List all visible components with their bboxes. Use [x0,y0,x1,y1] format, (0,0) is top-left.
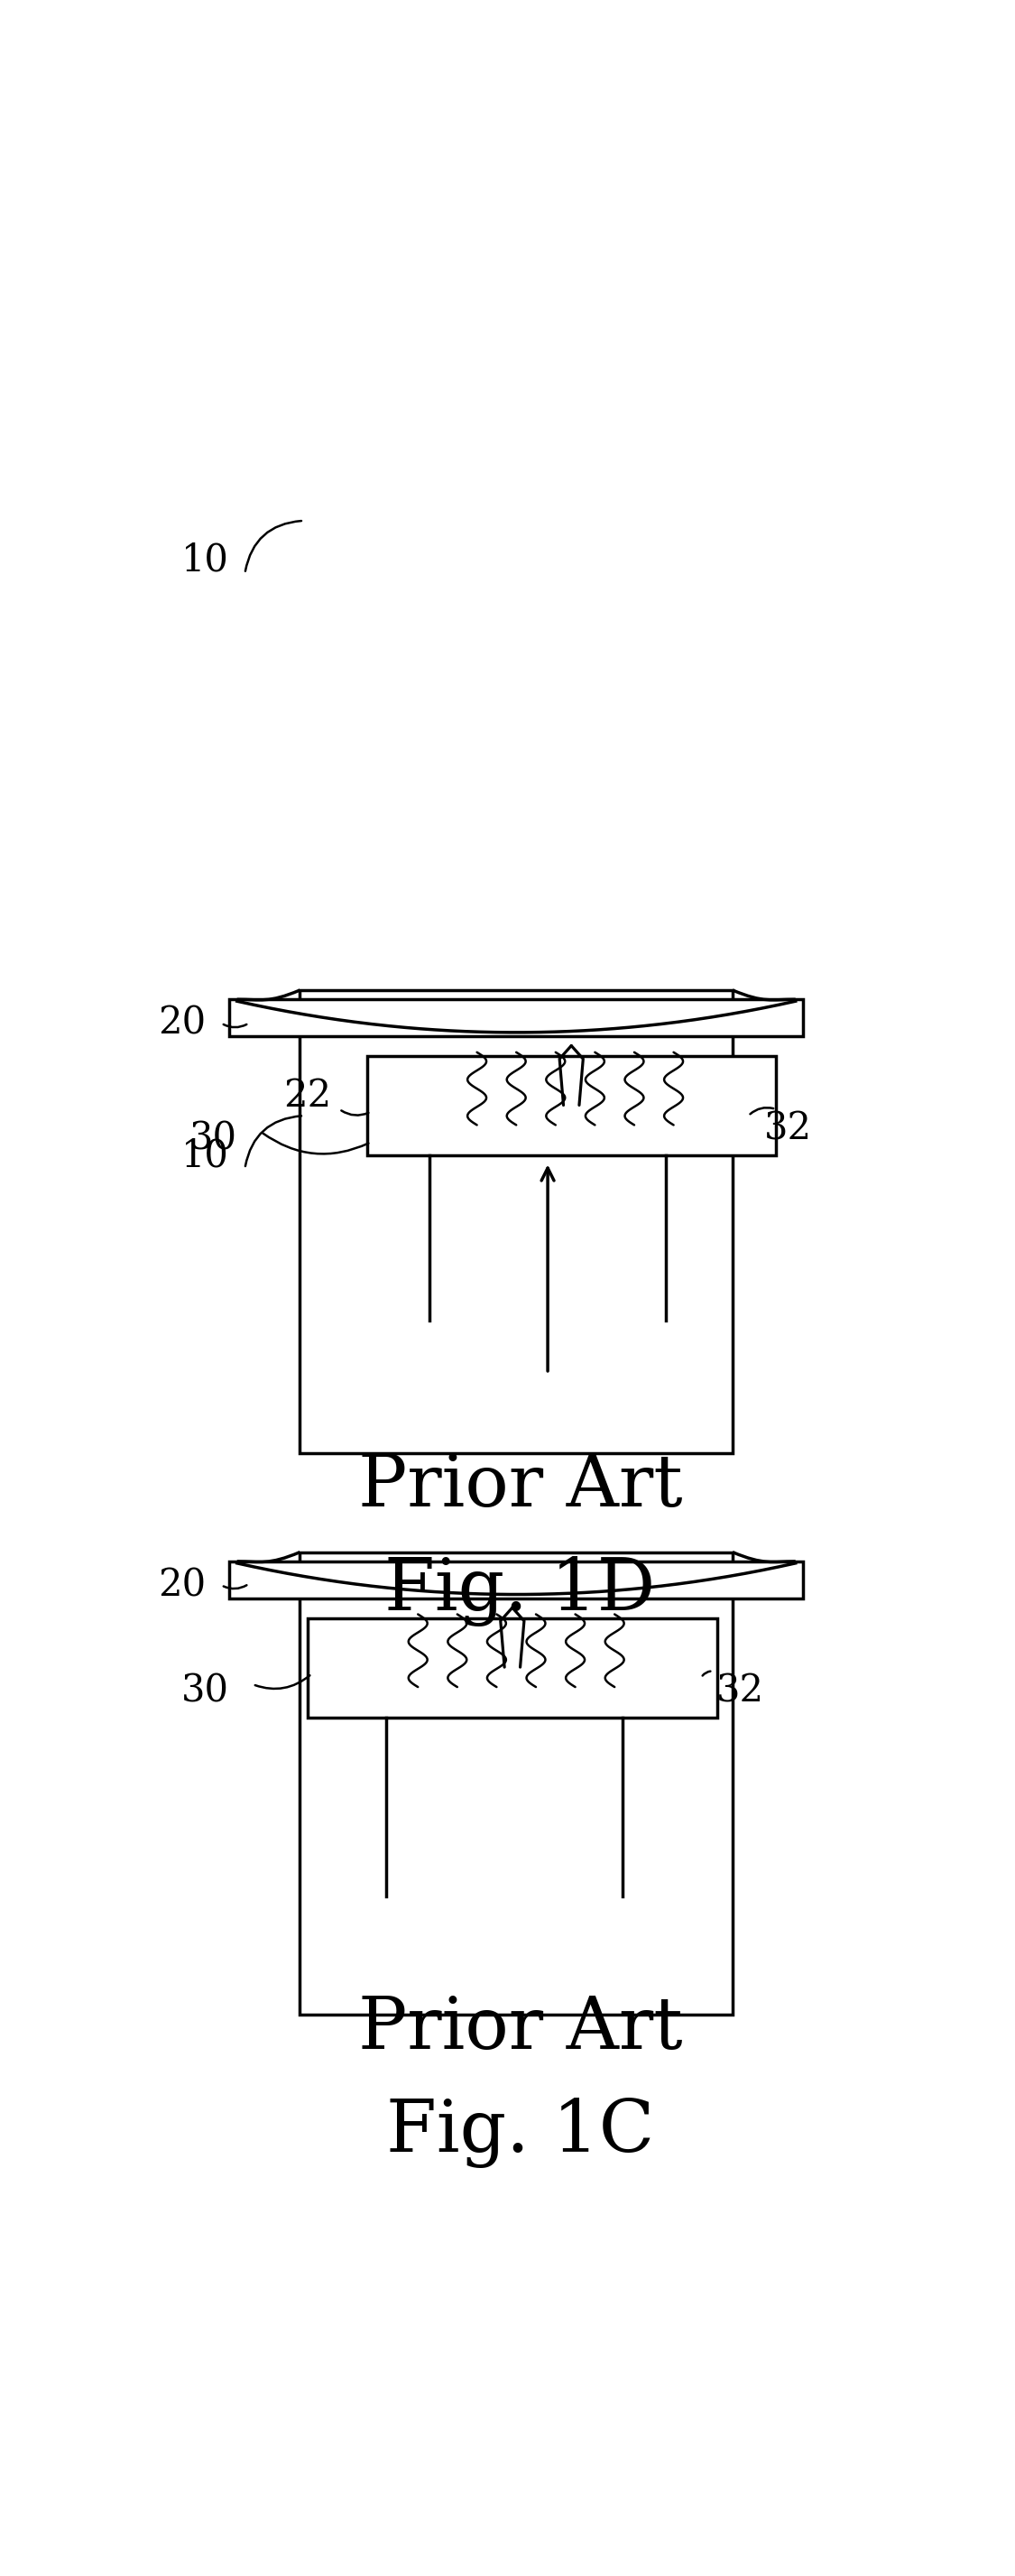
Text: 20: 20 [158,1566,206,1605]
Text: 10: 10 [182,541,229,580]
Text: 30: 30 [190,1121,238,1157]
Text: 32: 32 [763,1110,812,1149]
Text: 32: 32 [717,1672,764,1710]
Text: 30: 30 [182,1672,229,1710]
Bar [366,1056,775,1157]
Bar [300,1553,733,2014]
Bar [300,989,733,1453]
Text: 22: 22 [284,1077,332,1115]
Text: 20: 20 [158,1005,206,1043]
Bar [229,1561,804,1597]
Bar [308,1618,717,1718]
Text: Prior Art
Fig. 1D: Prior Art Fig. 1D [358,1450,682,1625]
Text: 10: 10 [182,1136,229,1175]
Text: Prior Art
Fig. 1C: Prior Art Fig. 1C [358,1994,682,2169]
Bar [229,999,804,1036]
